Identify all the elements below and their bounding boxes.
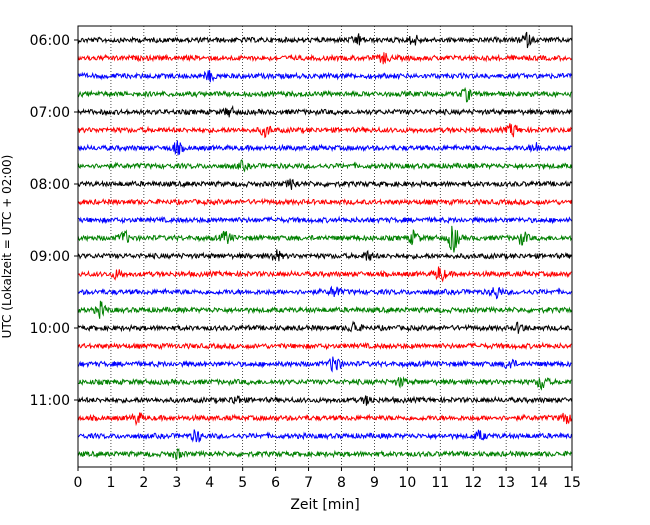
trace-0915: [77, 266, 572, 283]
seismic-traces: [77, 31, 572, 461]
trace-0815: [78, 197, 572, 207]
trace-0900: [77, 249, 572, 262]
x-tick-label: 3: [172, 475, 181, 491]
x-tick-label: 9: [370, 475, 379, 491]
trace-1145: [77, 447, 572, 461]
trace-0615: [77, 52, 572, 65]
x-tick-label: 1: [106, 475, 115, 491]
trace-1000: [77, 320, 572, 334]
y-tick-label: 06:00: [30, 33, 70, 49]
trace-0645: [77, 86, 572, 103]
x-tick-label: 15: [563, 475, 581, 491]
trace-0800: [77, 178, 572, 190]
y-axis-label: UTC (Lokalzeit = UTC + 02:00): [0, 155, 14, 339]
y-tick-label: 11:00: [30, 393, 70, 409]
y-tick-label: 10:00: [30, 321, 70, 337]
x-tick-label: 2: [139, 475, 148, 491]
plot-frame: [77, 25, 573, 468]
x-tick-label: 12: [464, 475, 482, 491]
trace-0845: [77, 225, 572, 253]
x-tick-label: 10: [398, 475, 416, 491]
x-tick-label: 14: [530, 475, 548, 491]
trace-0730: [77, 140, 572, 156]
trace-1115: [77, 412, 572, 427]
trace-0930: [77, 285, 572, 300]
x-tick-label: 7: [304, 475, 313, 491]
trace-1100: [77, 395, 572, 406]
trace-0745: [77, 159, 572, 173]
y-tick-label: 08:00: [30, 177, 70, 193]
trace-1130: [77, 429, 572, 443]
trace-1030: [77, 356, 572, 373]
trace-0830: [77, 215, 572, 225]
x-tick-label: 8: [337, 475, 346, 491]
trace-0600: [77, 31, 572, 49]
x-axis-label: Zeit [min]: [290, 497, 359, 513]
y-tick-label: 09:00: [30, 249, 70, 265]
trace-0630: [77, 69, 572, 83]
x-tick-label: 6: [271, 475, 280, 491]
y-tick-label: 07:00: [30, 105, 70, 121]
trace-0945: [77, 300, 572, 319]
trace-0700: [77, 104, 572, 118]
x-tick-label: 5: [238, 475, 247, 491]
x-tick-label: 11: [431, 475, 449, 491]
x-axis-ticks: 0 1 2 3 4 5 6 7 8 9 10 11 12 13 14 15: [74, 467, 581, 491]
trace-1045: [77, 376, 572, 391]
trace-1015: [77, 341, 572, 351]
y-axis-ticks: 06:00 07:00 08:00 09:00 10:00 11:00: [30, 33, 78, 409]
x-tick-label: 0: [74, 475, 83, 491]
trace-0715: [77, 123, 572, 139]
x-tick-label: 13: [497, 475, 515, 491]
x-tick-label: 4: [205, 475, 214, 491]
